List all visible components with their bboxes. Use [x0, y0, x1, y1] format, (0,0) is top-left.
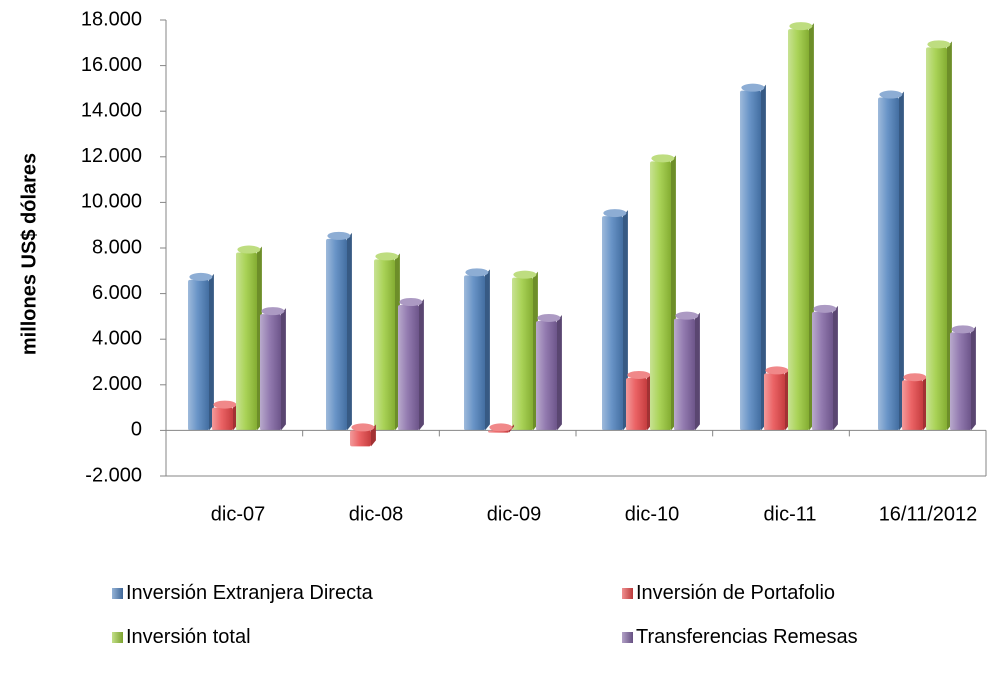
y-tick-label: 12.000	[81, 145, 142, 167]
bar	[464, 268, 490, 431]
bar	[188, 272, 214, 431]
bar	[926, 40, 952, 431]
legend-swatch	[622, 588, 633, 599]
bar	[536, 313, 562, 431]
legend-swatch	[622, 632, 633, 643]
bar	[326, 231, 352, 431]
y-tick-label: -2.000	[85, 464, 142, 486]
bar	[764, 366, 790, 431]
y-axis-title: millones US$ dólares	[18, 153, 40, 355]
bar	[740, 83, 766, 431]
legend-item: Transferencias Remesas	[622, 626, 858, 649]
bar	[626, 370, 652, 431]
legend-item: Inversión Extranjera Directa	[112, 582, 373, 605]
y-tick-label: 16.000	[81, 54, 142, 76]
bar	[236, 245, 262, 431]
bar	[260, 307, 286, 431]
bar	[674, 311, 700, 431]
y-tick-label: 2.000	[92, 373, 142, 395]
y-tick-label: 6.000	[92, 282, 142, 304]
bar	[374, 252, 400, 431]
y-tick-label: 4.000	[92, 327, 142, 349]
legend-item: Inversión total	[112, 626, 251, 649]
x-tick-label: 16/11/2012	[879, 503, 978, 525]
legend-label: Inversión total	[126, 626, 251, 648]
legend: Inversión Extranjera Directa Inversión de…	[112, 582, 992, 700]
legend-label: Transferencias Remesas	[636, 626, 858, 648]
bar	[512, 270, 538, 431]
bar	[398, 298, 424, 431]
bar	[788, 22, 814, 431]
legend-item: Inversión de Portafolio	[622, 582, 835, 605]
y-tick-label: 0	[131, 419, 142, 441]
bar	[602, 209, 628, 431]
bar	[350, 423, 376, 447]
y-tick-label: 8.000	[92, 236, 142, 258]
x-tick-label: dic-08	[349, 503, 403, 525]
chart: millones US$ dólares -2.000 0 2.000 4.000 6.…	[18, 8, 987, 525]
legend-swatch	[112, 632, 123, 643]
bar	[488, 423, 514, 433]
bar	[950, 325, 976, 431]
bar	[650, 154, 676, 431]
bar	[902, 373, 928, 431]
legend-swatch	[112, 588, 123, 599]
bar	[812, 304, 838, 431]
bar	[212, 400, 238, 431]
bar	[878, 90, 904, 431]
x-tick-label: dic-07	[211, 503, 265, 525]
x-tick-label: dic-10	[625, 503, 679, 525]
y-tick-label: 18.000	[81, 8, 142, 30]
y-tick-label: 14.000	[81, 99, 142, 121]
y-tick-label: 10.000	[81, 191, 142, 213]
legend-label: Inversión de Portafolio	[636, 582, 836, 604]
x-tick-label: dic-11	[764, 503, 817, 525]
x-tick-label: dic-09	[487, 503, 541, 525]
legend-label: Inversión Extranjera Directa	[126, 582, 373, 604]
